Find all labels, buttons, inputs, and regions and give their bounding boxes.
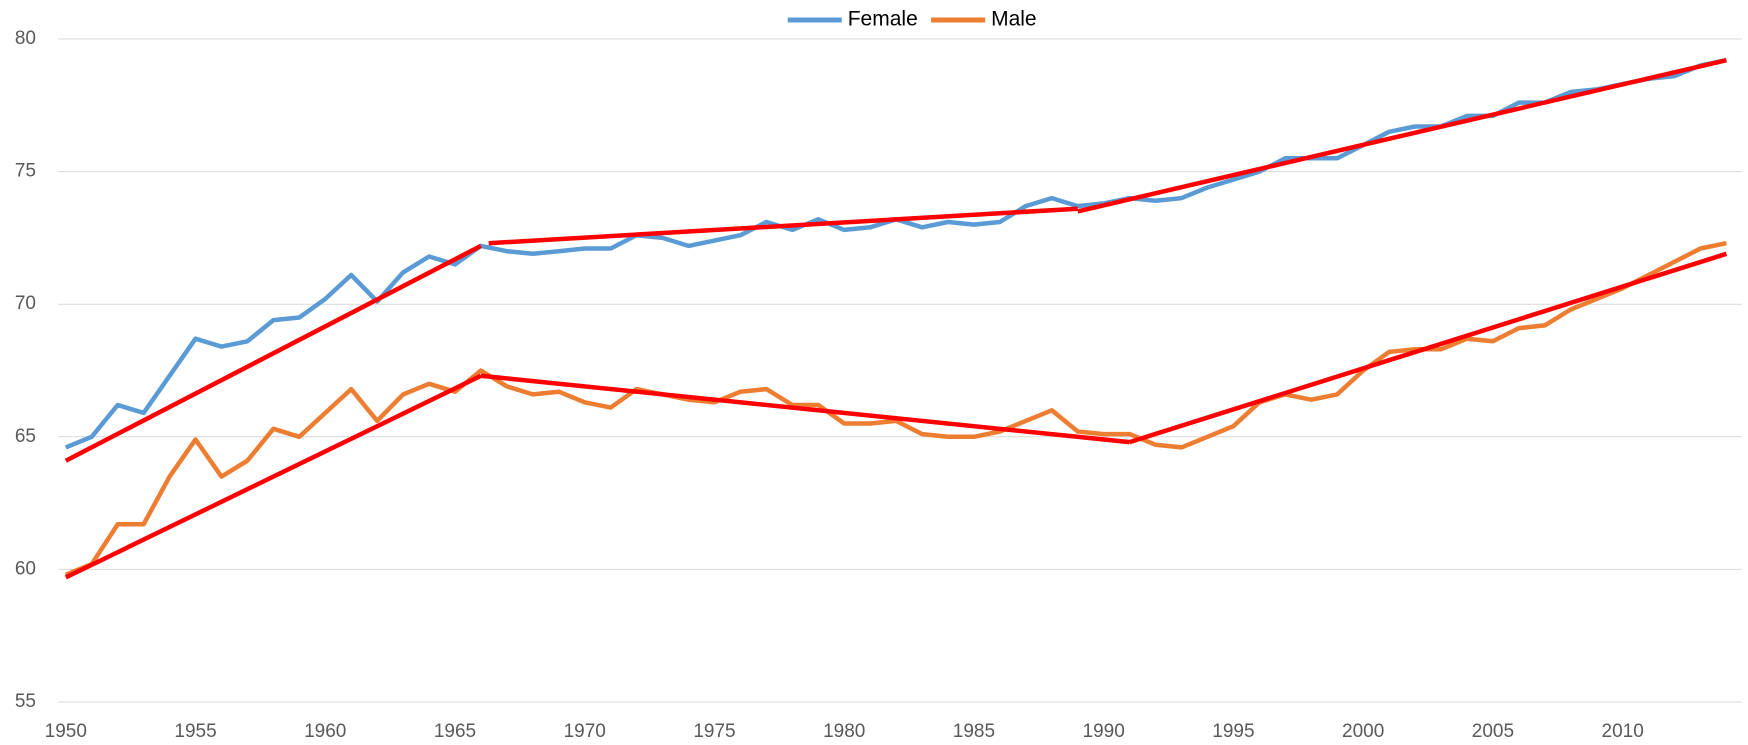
- y-tick-label: 60: [15, 558, 36, 579]
- trend-line: [64, 373, 482, 580]
- y-tick-label: 80: [15, 28, 36, 49]
- series-line: [64, 240, 1727, 577]
- x-tick-label: 1985: [953, 721, 995, 742]
- trend-line: [1077, 58, 1727, 214]
- y-tick-label: 70: [15, 293, 36, 314]
- legend: Female Male: [787, 8, 1037, 31]
- legend-label: Female: [848, 8, 918, 31]
- trend-line: [1128, 251, 1728, 445]
- x-tick-label: 2000: [1342, 721, 1384, 742]
- trend-line: [64, 243, 482, 463]
- x-tick-label: 1995: [1212, 721, 1254, 742]
- x-tick-label: 1970: [564, 721, 606, 742]
- legend-label: Male: [991, 8, 1037, 31]
- x-tick-label: 1975: [693, 721, 735, 742]
- x-tick-label: 2010: [1602, 721, 1644, 742]
- y-tick-label: 65: [15, 426, 36, 447]
- x-tick-label: 1965: [434, 721, 476, 742]
- y-tick-label: 75: [15, 161, 36, 182]
- x-tick-label: 1980: [823, 721, 865, 742]
- x-tick-label: 1960: [304, 721, 346, 742]
- x-tick-label: 2005: [1472, 721, 1514, 742]
- x-tick-label: 1955: [174, 721, 216, 742]
- trend-line: [488, 206, 1078, 246]
- x-tick-label: 1990: [1083, 721, 1125, 742]
- x-tick-label: 1950: [45, 721, 87, 742]
- trend-line: [480, 373, 1130, 445]
- y-tick-label: 55: [15, 691, 36, 712]
